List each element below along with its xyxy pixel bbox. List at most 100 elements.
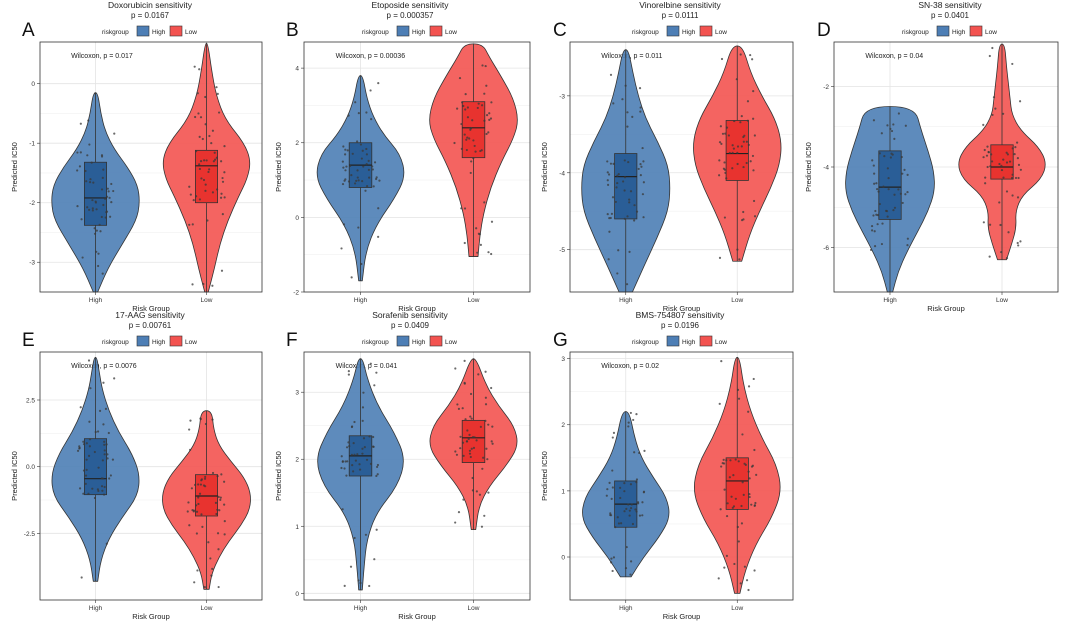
chart-title: Etoposide sensitivity	[371, 0, 449, 10]
jitter-point	[725, 459, 728, 462]
jitter-point	[628, 509, 631, 512]
jitter-point	[484, 396, 487, 399]
jitter-point	[461, 101, 464, 104]
jitter-point	[731, 506, 734, 509]
jitter-point	[353, 453, 356, 456]
jitter-point	[472, 156, 475, 160]
jitter-point	[742, 165, 745, 169]
jitter-point	[197, 496, 200, 499]
jitter-point	[985, 154, 989, 157]
jitter-point	[199, 417, 202, 421]
jitter-point	[221, 180, 225, 183]
jitter-point	[354, 459, 357, 462]
jitter-point	[611, 196, 615, 199]
panel-letter: F	[286, 330, 298, 351]
jitter-point	[748, 477, 751, 480]
jitter-point	[342, 145, 345, 148]
jitter-point	[212, 160, 215, 163]
jitter-point	[216, 92, 219, 95]
jitter-point	[750, 503, 753, 506]
jitter-point	[371, 168, 374, 171]
jitter-point	[880, 242, 884, 246]
jitter-point	[476, 251, 479, 254]
jitter-point	[465, 148, 468, 152]
jitter-point	[211, 471, 215, 475]
jitter-point	[108, 196, 111, 199]
jitter-point	[1002, 176, 1005, 179]
jitter-point	[368, 435, 371, 438]
jitter-point	[346, 149, 349, 152]
jitter-point	[890, 129, 894, 133]
panel-letter: G	[553, 330, 568, 351]
jitter-point	[989, 165, 992, 168]
legend-swatch-high	[136, 335, 150, 347]
jitter-point	[635, 510, 638, 513]
jitter-point	[897, 188, 900, 191]
jitter-point	[725, 554, 729, 557]
jitter-point	[743, 565, 746, 568]
chart-subtitle: p = 0.0196	[661, 321, 700, 330]
jitter-point	[882, 185, 885, 188]
jitter-point	[186, 510, 189, 513]
jitter-point	[490, 386, 493, 390]
y-axis-label: Predicted IC50	[274, 451, 283, 501]
jitter-point	[78, 165, 82, 168]
jitter-point	[986, 165, 989, 169]
jitter-point	[342, 166, 345, 169]
jitter-point	[998, 162, 1001, 166]
jitter-point	[93, 227, 96, 230]
jitter-point	[344, 148, 347, 151]
y-tick-label: 0	[561, 555, 565, 562]
jitter-point	[102, 493, 106, 496]
jitter-point	[726, 502, 729, 505]
jitter-point	[887, 177, 890, 180]
jitter-point	[629, 411, 632, 415]
jitter-point	[198, 163, 201, 166]
jitter-point	[746, 100, 750, 103]
jitter-point	[375, 176, 378, 179]
jitter-point	[356, 176, 359, 179]
jitter-point	[101, 272, 104, 275]
jitter-point	[373, 161, 377, 164]
jitter-point	[1019, 240, 1022, 243]
jitter-point	[91, 198, 94, 202]
jitter-point	[88, 143, 91, 146]
legend-title: riskgroup	[632, 29, 659, 36]
y-axis-label: Predicted IC50	[274, 142, 283, 192]
jitter-point	[472, 139, 475, 142]
jitter-point	[740, 145, 743, 148]
chart-subtitle: p = 0.0401	[931, 11, 970, 20]
x-tick-label: Low	[996, 297, 1008, 304]
jitter-point	[617, 249, 620, 252]
jitter-point	[205, 159, 208, 162]
jitter-point	[458, 76, 462, 80]
jitter-point	[991, 113, 994, 117]
jitter-point	[904, 124, 907, 127]
jitter-point	[105, 210, 109, 213]
jitter-point	[876, 223, 879, 226]
jitter-point	[477, 373, 480, 376]
jitter-point	[345, 474, 348, 477]
jitter-point	[873, 245, 877, 248]
jitter-point	[484, 64, 487, 68]
jitter-point	[357, 226, 360, 229]
jitter-point	[84, 482, 87, 485]
jitter-point	[1006, 153, 1009, 156]
jitter-point	[725, 177, 728, 180]
jitter-point	[899, 192, 902, 195]
jitter-point	[195, 532, 198, 535]
legend-label-low: Low	[445, 339, 457, 346]
jitter-point	[880, 132, 883, 135]
jitter-point	[358, 468, 362, 471]
y-tick-label: -4	[559, 170, 565, 177]
wilcoxon-annotation: Wilcoxon, p = 0.0076	[71, 363, 137, 370]
plot-border	[569, 351, 794, 601]
jitter-point	[78, 487, 82, 490]
jitter-point	[490, 101, 493, 104]
jitter-point	[889, 127, 892, 131]
jitter-point	[629, 483, 633, 486]
jitter-point	[78, 445, 81, 448]
jitter-point	[89, 387, 92, 390]
jitter-point	[606, 183, 610, 186]
